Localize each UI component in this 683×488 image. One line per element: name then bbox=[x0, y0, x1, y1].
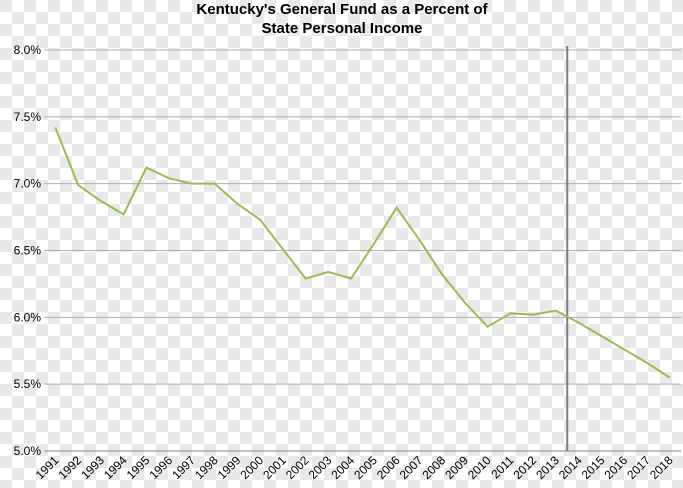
y-tick-label: 7.0% bbox=[14, 177, 42, 191]
y-tick-label: 8.0% bbox=[14, 43, 42, 57]
y-tick-label: 6.0% bbox=[14, 310, 42, 324]
y-tick-label: 7.5% bbox=[14, 110, 42, 124]
y-tick-label: 5.0% bbox=[14, 444, 42, 458]
y-tick-label: 6.5% bbox=[14, 244, 42, 258]
chart-title: Kentucky's General Fund as a Percent of bbox=[196, 1, 488, 18]
y-tick-label: 5.5% bbox=[14, 377, 42, 391]
chart-title: State Personal Income bbox=[262, 20, 423, 37]
data-line bbox=[54, 127, 671, 379]
